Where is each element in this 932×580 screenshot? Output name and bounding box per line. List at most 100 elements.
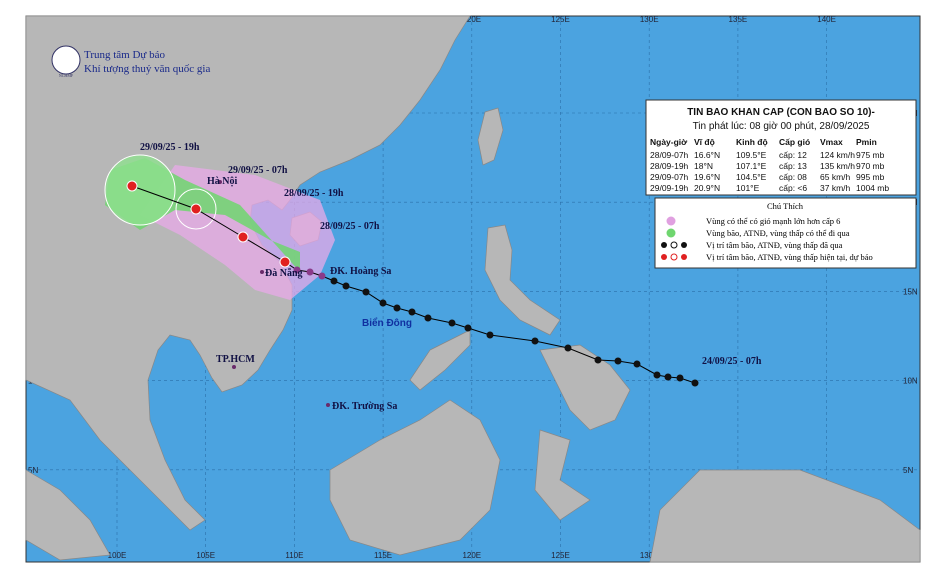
position — [306, 268, 314, 276]
table-cell: 1004 mb — [856, 183, 889, 193]
time-label: 29/09/25 - 19h — [140, 142, 200, 153]
table-cell: cấp: 12 — [779, 150, 807, 160]
place-label: ĐK. Trường Sa — [332, 401, 397, 412]
legend-box — [654, 197, 917, 269]
logo — [51, 45, 81, 75]
position — [448, 319, 456, 327]
position — [318, 272, 326, 280]
past-positions — [293, 266, 699, 387]
legend-item: Vị trí tâm bão, ATNĐ, vùng thấp hiện tại… — [706, 252, 873, 262]
table-cell: 109.5°E — [736, 150, 767, 160]
sumatra — [25, 469, 111, 561]
lon-label: 125E — [551, 551, 570, 560]
position — [614, 357, 622, 365]
table-cell: 29/09-07h — [650, 172, 689, 182]
lon-label: 120E — [462, 15, 481, 24]
position — [362, 288, 370, 296]
lon-label: 105E — [196, 551, 215, 560]
legend-swatch — [666, 228, 676, 238]
time-label: 28/09/25 - 07h — [320, 221, 380, 232]
forecast-positions — [126, 180, 291, 268]
table-header: Kinh độ — [736, 137, 768, 147]
table-header: Vmax — [820, 137, 843, 147]
time-label: 24/09/25 - 07h — [702, 356, 762, 367]
lat-label: 10N — [903, 377, 918, 386]
lon-label: 110E — [285, 551, 303, 560]
lat-label: 5N — [28, 466, 38, 475]
legend-item: Vùng có thể có gió mạnh lớn hơn cấp 6 — [706, 216, 840, 226]
table-cell: 29/09-19h — [650, 183, 689, 193]
time-label: 28/09/25 - 19h — [284, 188, 344, 199]
position — [126, 180, 138, 192]
place-label: ĐK. Hoàng Sa — [330, 266, 391, 277]
table-cell: 20.9°N — [694, 183, 720, 193]
city-dot — [218, 180, 222, 184]
org-name: Khí tượng thuỷ văn quốc gia — [84, 63, 210, 75]
position — [330, 277, 338, 285]
place-label: TP.HCM — [216, 354, 255, 365]
lon-label: 130E — [640, 551, 659, 560]
table-cell: 101°E — [736, 183, 760, 193]
table-cell: cấp: 08 — [779, 172, 807, 182]
place-label: Đà Nẵng — [265, 268, 303, 279]
position — [190, 203, 202, 215]
legend-swatch — [666, 216, 676, 226]
legend-title: Chú Thích — [767, 201, 804, 211]
position — [633, 360, 641, 368]
position — [464, 324, 472, 332]
table-cell: cấp: 13 — [779, 161, 807, 171]
table-cell: 28/09-19h — [650, 161, 689, 171]
bulletin-subtitle: Tin phát lúc: 08 giờ 00 phút, 28/09/2025 — [693, 121, 870, 132]
position — [564, 344, 572, 352]
place-label: Hà Nội — [207, 176, 238, 187]
legend-swatch — [661, 241, 687, 249]
bulletin-box — [645, 99, 917, 196]
city-dot — [260, 270, 264, 274]
table-cell: cấp: <6 — [779, 183, 807, 193]
legend-item: Vị trí tâm bão, ATNĐ, vùng thấp đã qua — [706, 240, 843, 250]
position — [653, 371, 661, 379]
lon-label: 100E — [108, 551, 127, 560]
table-header: Cấp gió — [779, 137, 810, 147]
borneo — [329, 399, 501, 556]
org-name: Trung tâm Dự báo — [84, 49, 166, 61]
position — [691, 379, 699, 387]
position — [594, 356, 602, 364]
table-cell: 18°N — [694, 161, 713, 171]
table-cell: 19.6°N — [694, 172, 720, 182]
time-label: 29/09/25 - 07h — [228, 165, 288, 176]
lon-label: 120E — [462, 551, 481, 560]
lon-label: 125E — [551, 15, 570, 24]
sea-label: Biển Đông — [362, 317, 412, 329]
table-cell: 135 km/h — [820, 161, 855, 171]
table-cell: 107.1°E — [736, 161, 767, 171]
position — [664, 373, 672, 381]
position — [424, 314, 432, 322]
legend-item: Vùng bão, ATNĐ, vùng thấp có thể đi qua — [706, 228, 850, 238]
table-cell: 104.5°E — [736, 172, 767, 182]
position — [237, 231, 249, 243]
lon-label: 115E — [374, 551, 392, 560]
bulletin-table: Ngày-giờ Vĩ độ Kinh độ Cấp gió Vmax Pmin 28/09… — [650, 137, 889, 193]
sulawesi — [534, 429, 591, 521]
table-header: Ngày-giờ — [650, 137, 688, 147]
legend-swatch — [661, 253, 687, 261]
forecast-circle — [104, 154, 176, 226]
lon-label: 140E — [817, 15, 836, 24]
position — [676, 374, 684, 382]
lat-label: 5N — [903, 466, 913, 475]
table-cell: 65 km/h — [820, 172, 851, 182]
position — [293, 266, 301, 274]
taiwan — [477, 107, 504, 166]
city-dot — [326, 403, 330, 407]
lon-label: 135E — [729, 15, 748, 24]
lon-label: 130E — [640, 15, 659, 24]
new-guinea — [649, 469, 921, 563]
position — [408, 308, 416, 316]
table-cell: 28/09-07h — [650, 150, 689, 160]
table-cell: 124 km/h — [820, 150, 855, 160]
luzon — [484, 224, 561, 336]
table-cell: 16.6°N — [694, 150, 720, 160]
position — [342, 282, 350, 290]
